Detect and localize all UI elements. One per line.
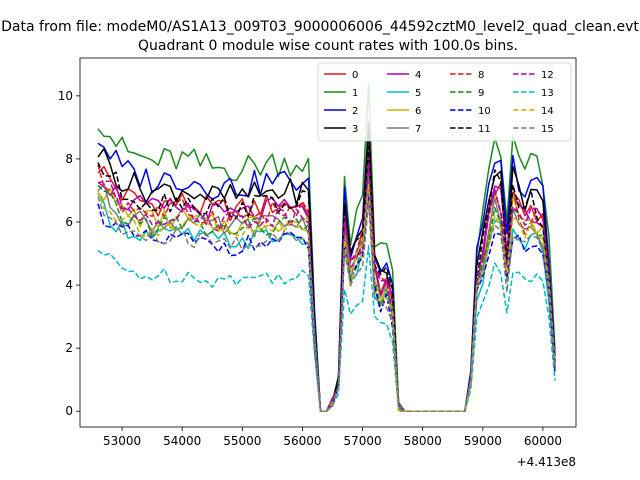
series-line-9: [97, 165, 556, 412]
legend-label-9: 9: [478, 88, 484, 99]
legend-label-3: 3: [352, 124, 358, 135]
x-tick-label: 55000: [223, 434, 261, 448]
x-tick-label: 60000: [524, 434, 562, 448]
series-line-13: [97, 245, 556, 412]
y-tick-label: 8: [65, 152, 73, 166]
legend-label-0: 0: [352, 70, 358, 81]
legend-label-4: 4: [415, 70, 421, 81]
x-tick-label: 58000: [404, 434, 442, 448]
legend-box: [317, 62, 572, 142]
legend-label-8: 8: [478, 70, 484, 81]
axes-frame: [79, 57, 577, 428]
legend-label-12: 12: [541, 70, 554, 81]
series-line-12: [97, 161, 556, 412]
figure-suptitle: Data from file: modeM0/AS1A13_009T03_900…: [1, 19, 639, 35]
legend-label-11: 11: [478, 124, 491, 135]
legend-label-2: 2: [352, 106, 358, 117]
series-line-15: [97, 196, 556, 412]
plot-title: Quadrant 0 module wise count rates with …: [138, 38, 518, 54]
legend-label-6: 6: [415, 106, 421, 117]
legend-label-5: 5: [415, 88, 421, 99]
y-tick-label: 6: [65, 215, 73, 229]
x-tick-label: 53000: [103, 434, 141, 448]
y-axis: 0 2 4 6 8 10: [58, 89, 80, 418]
legend-label-13: 13: [541, 88, 554, 99]
legend-label-10: 10: [478, 106, 491, 117]
x-tick-label: 56000: [283, 434, 321, 448]
x-axis: 53000 54000 55000 56000 57000 58000 59000 60000: [103, 427, 562, 448]
y-tick-label: 2: [65, 341, 73, 355]
legend-label-15: 15: [541, 124, 554, 135]
series-layer: [97, 82, 556, 412]
legend-label-1: 1: [352, 88, 358, 99]
x-tick-label: 54000: [163, 434, 201, 448]
y-tick-label: 4: [65, 278, 73, 292]
legend-label-7: 7: [415, 124, 421, 135]
x-tick-label: 57000: [343, 434, 381, 448]
x-axis-offset-label: +4.413e8: [517, 455, 576, 469]
y-tick-label: 0: [65, 404, 73, 418]
legend-label-14: 14: [541, 106, 554, 117]
x-tick-label: 59000: [464, 434, 502, 448]
y-tick-label: 10: [58, 89, 73, 103]
